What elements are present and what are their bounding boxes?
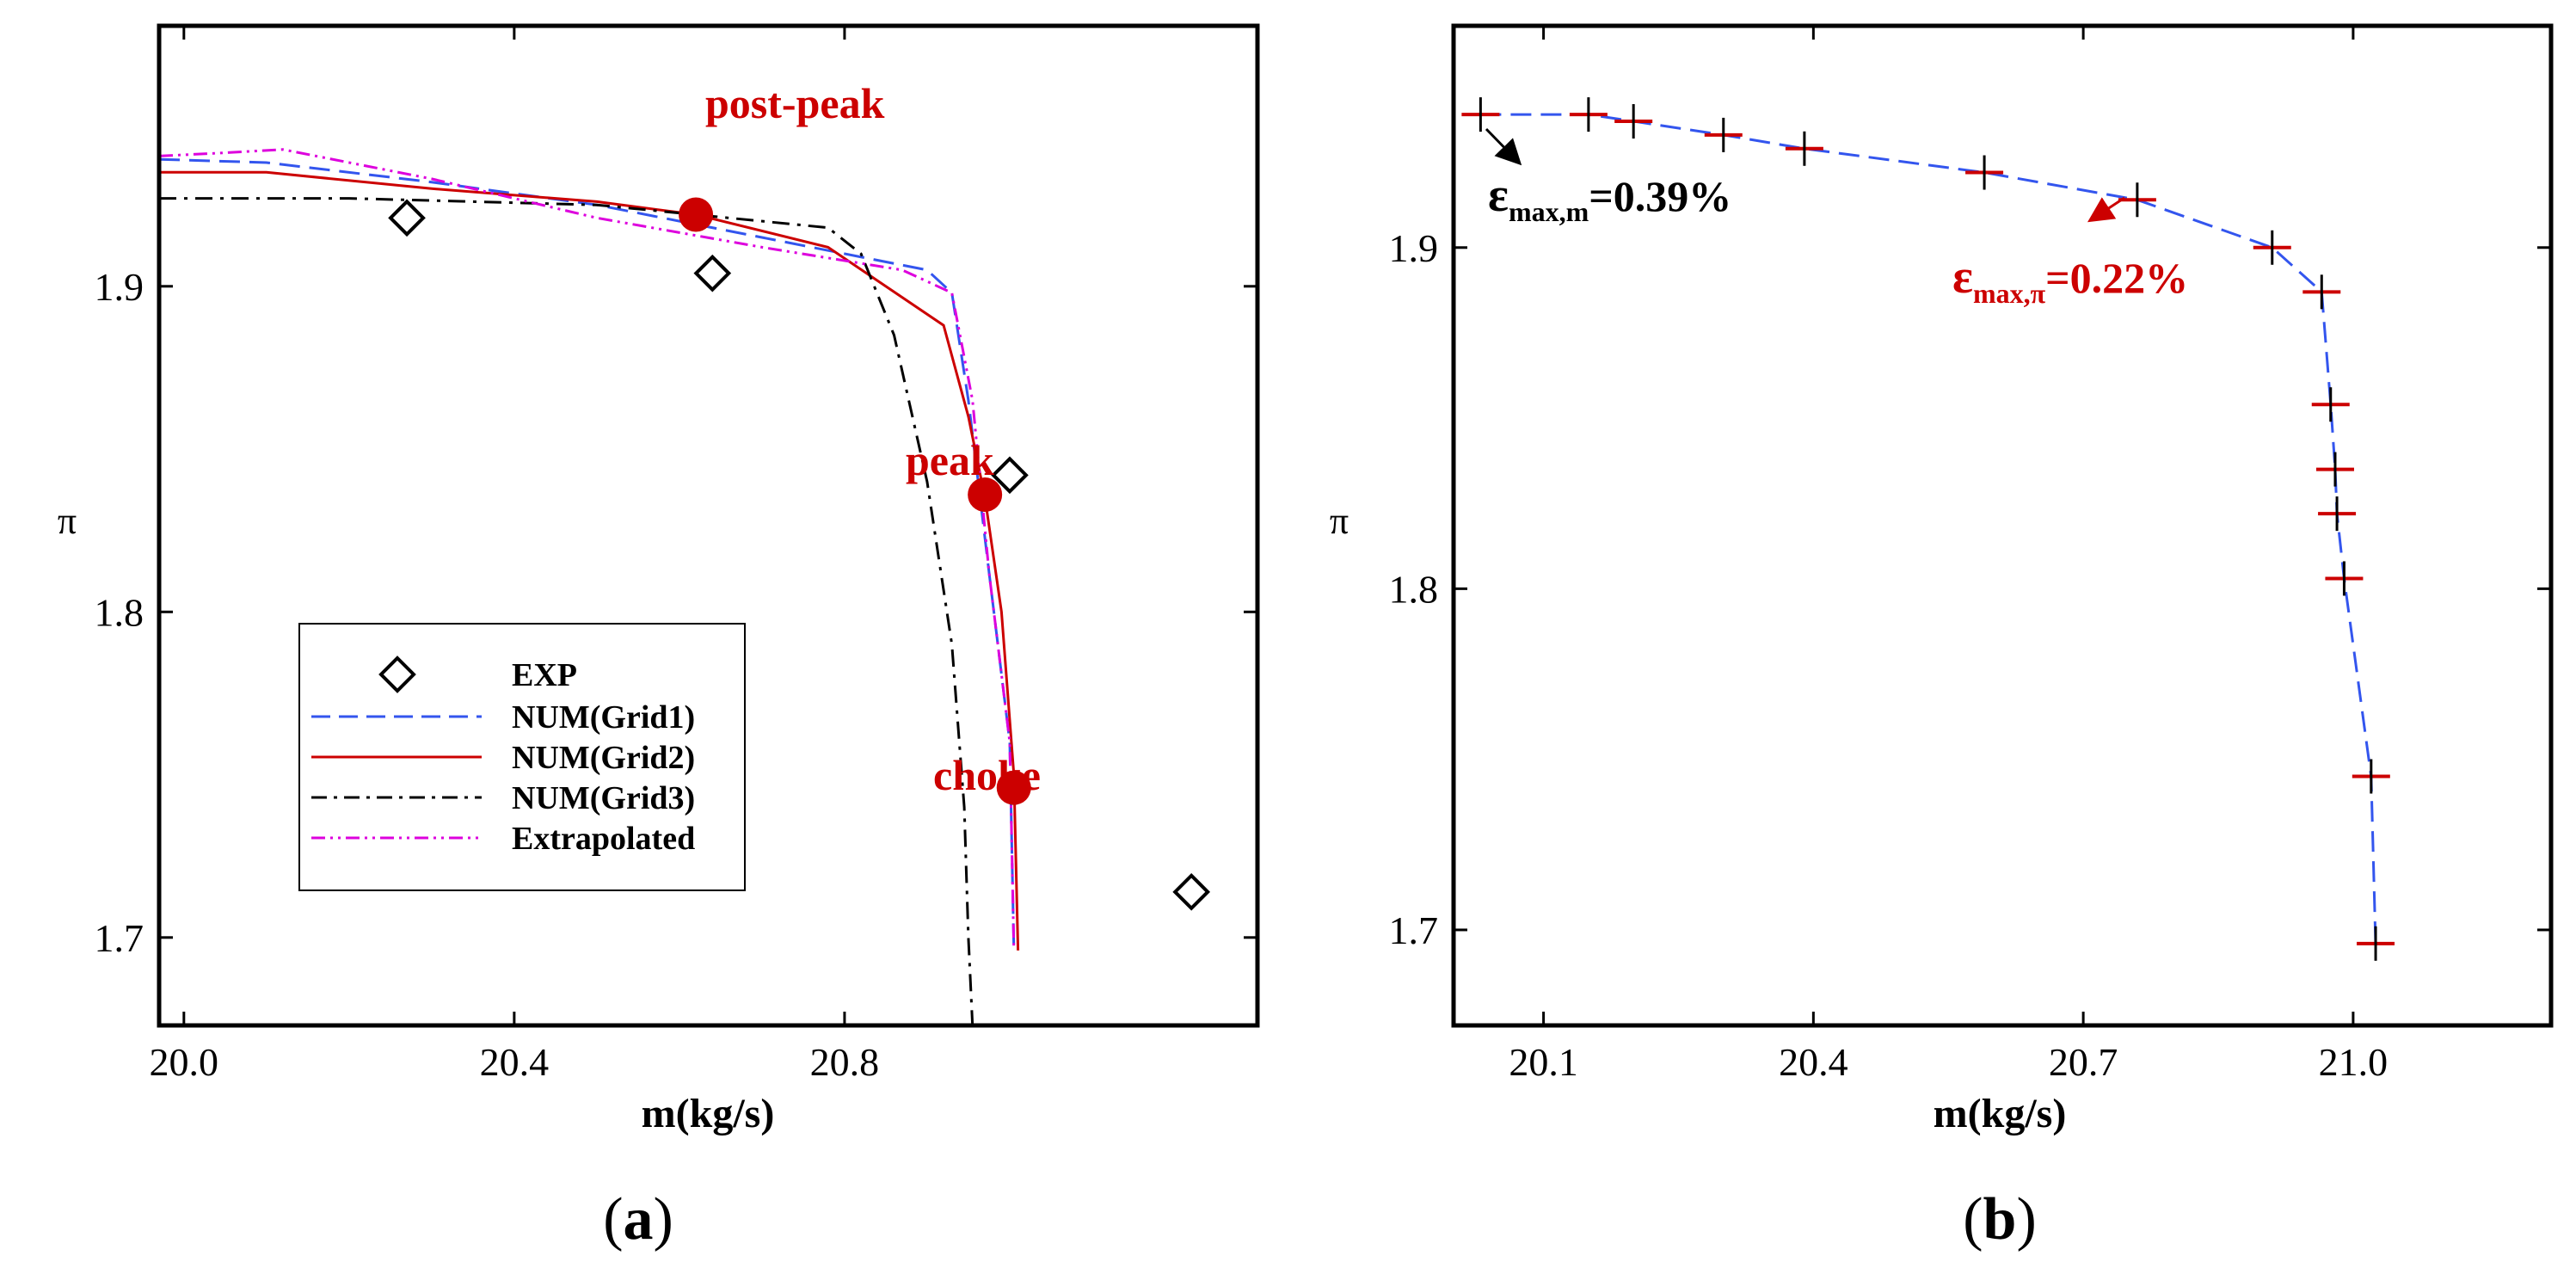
error-cross [2318, 496, 2357, 532]
operating-point-peak [968, 477, 1003, 513]
legend-label: NUM(Grid1) [512, 699, 695, 736]
legend-label: NUM(Grid2) [512, 740, 695, 776]
error-cross [2311, 387, 2350, 422]
panel-a-series [158, 148, 1211, 1026]
series-extrapolated [158, 148, 1016, 951]
panel-a-frame [157, 23, 1260, 1028]
panel-b-xlabel: m(kg/s) [1934, 1091, 2067, 1136]
series-num-grid3 [159, 197, 974, 1026]
error-cross [1704, 117, 1743, 152]
panel-b-caption: (b) [1963, 1186, 2037, 1253]
panel-a-caption: (a) [603, 1186, 673, 1253]
error-cross [2253, 230, 2291, 265]
operating-point-post-peak [679, 197, 714, 232]
panel-b: 20.1 20.4 20.7 21.01.71.81.9 m(kg/s) π (b) … [1330, 23, 2554, 1253]
legend-item-grid1: NUM(Grid1) [311, 699, 695, 736]
y-tick-label: 1.7 [95, 916, 144, 960]
x-tick-label: 20.8 [810, 1040, 880, 1084]
exp-point [1172, 872, 1211, 911]
y-tick-label: 1.7 [1389, 908, 1439, 952]
annotation-eps-m: εmax,m=0.39% [1485, 127, 1731, 227]
exp-point [991, 456, 1029, 495]
exp-point [388, 199, 426, 237]
error-cross [2302, 274, 2341, 310]
label-peak: peak [906, 436, 994, 484]
error-cross [1614, 104, 1653, 139]
legend-item-extrapolated: Extrapolated [311, 821, 695, 857]
x-tick-label: 20.1 [1509, 1040, 1578, 1084]
eps-m-arrow [1485, 127, 1522, 166]
panel-a-ticks: 20.0 20.4 20.8 1.7 1.8 1.9 [95, 26, 1257, 1084]
panel-a-xlabel: m(kg/s) [642, 1091, 775, 1136]
y-tick-label: 1.8 [1389, 567, 1439, 611]
diamond-marker-icon [378, 656, 416, 693]
x-tick-label: 20.4 [480, 1040, 550, 1084]
error-cross [2325, 561, 2364, 596]
y-tick-label: 1.9 [1389, 226, 1439, 270]
series-num-grid2 [159, 170, 1020, 951]
y-tick-label: 1.8 [95, 590, 144, 634]
annotation-eps-pi: εmax,π=0.22% [1952, 196, 2188, 309]
panel-a-ylabel: π [58, 500, 77, 542]
series-num-grid1 [158, 157, 1016, 951]
x-tick-label: 20.4 [1779, 1040, 1848, 1084]
legend-label: EXP [512, 657, 577, 693]
exp-point [693, 254, 732, 292]
panel-b-series [1461, 97, 2395, 961]
x-tick-label: 21.0 [2319, 1040, 2388, 1084]
eps-pi-arrow [2087, 196, 2125, 223]
panel-b-ticks: 20.1 20.4 20.7 21.0 1.7 1.8 1.9 [1389, 26, 2551, 1084]
legend-item-exp: EXP [378, 656, 577, 693]
x-tick-label: 20.7 [2049, 1040, 2118, 1084]
legend-label: NUM(Grid3) [512, 780, 695, 816]
legend-item-grid2: NUM(Grid2) [311, 740, 695, 776]
panel-b-ylabel: π [1330, 500, 1349, 542]
operating-point-choke [996, 770, 1031, 805]
error-cross [1461, 97, 1500, 132]
error-cross [1965, 155, 2004, 190]
error-cross [2315, 452, 2354, 487]
error-cross [2352, 759, 2390, 794]
error-cross [2357, 926, 2395, 961]
legend: EXP NUM(Grid1) NUM(Grid2) NUM(Grid3) Ext… [298, 623, 746, 891]
series-fit [1480, 113, 2377, 944]
y-tick-label: 1.9 [95, 265, 144, 309]
error-cross [1785, 131, 1823, 166]
x-tick-label: 20.0 [150, 1040, 219, 1084]
panel-a: 20.0 20.4 20.8 1.7 1.8 1.9 m(kg/s) π (a) EXP … [58, 23, 1260, 1253]
eps-pi-label: εmax,π=0.22% [1952, 250, 2188, 309]
label-post-peak: post-peak [705, 79, 885, 127]
legend-label: Extrapolated [512, 821, 695, 857]
error-cross [2118, 182, 2156, 218]
panel-b-frame [1451, 23, 2554, 1028]
error-cross [1569, 97, 1608, 132]
legend-item-grid3: NUM(Grid3) [311, 780, 695, 816]
label-choke: choke [933, 751, 1041, 799]
eps-m-label: εmax,m=0.39% [1488, 169, 1731, 227]
